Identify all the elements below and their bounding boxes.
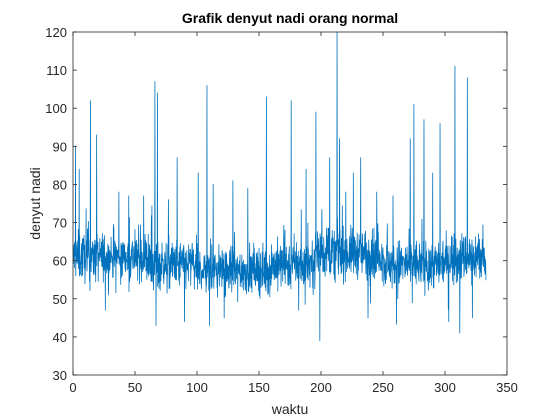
- axes-box: [72, 31, 508, 376]
- y-tick-label: 40: [53, 330, 67, 345]
- x-tick-label: 350: [496, 380, 518, 395]
- x-axis-ticks: 0 50 100 150 200 250 300 350: [69, 32, 518, 395]
- y-tick-label: 70: [53, 216, 67, 231]
- y-tick-label: 90: [53, 139, 67, 154]
- y-tick-label: 120: [45, 25, 67, 40]
- y-axis-ticks: 30 40 50 60 70 80 90 100 110 120: [45, 25, 507, 383]
- y-axis-label: denyut nadi: [27, 167, 43, 239]
- y-tick-label: 100: [45, 101, 67, 116]
- x-tick-label: 200: [310, 380, 332, 395]
- x-tick-label: 50: [128, 380, 142, 395]
- y-tick-label: 110: [46, 63, 67, 78]
- plot-area: [72, 31, 508, 376]
- series-line: [72, 31, 487, 342]
- x-tick-label: 250: [372, 380, 394, 395]
- y-tick-label: 50: [53, 292, 67, 307]
- y-tick-label: 60: [53, 254, 67, 269]
- x-tick-label: 0: [69, 380, 76, 395]
- x-axis-label: waktu: [271, 401, 309, 417]
- y-tick-label: 30: [53, 368, 67, 383]
- x-tick-label: 150: [248, 380, 270, 395]
- x-tick-label: 300: [434, 380, 456, 395]
- chart-title: Grafik denyut nadi orang normal: [182, 10, 398, 26]
- axes-background: [73, 32, 507, 375]
- y-tick-label: 80: [53, 177, 67, 192]
- x-tick-label: 100: [186, 380, 208, 395]
